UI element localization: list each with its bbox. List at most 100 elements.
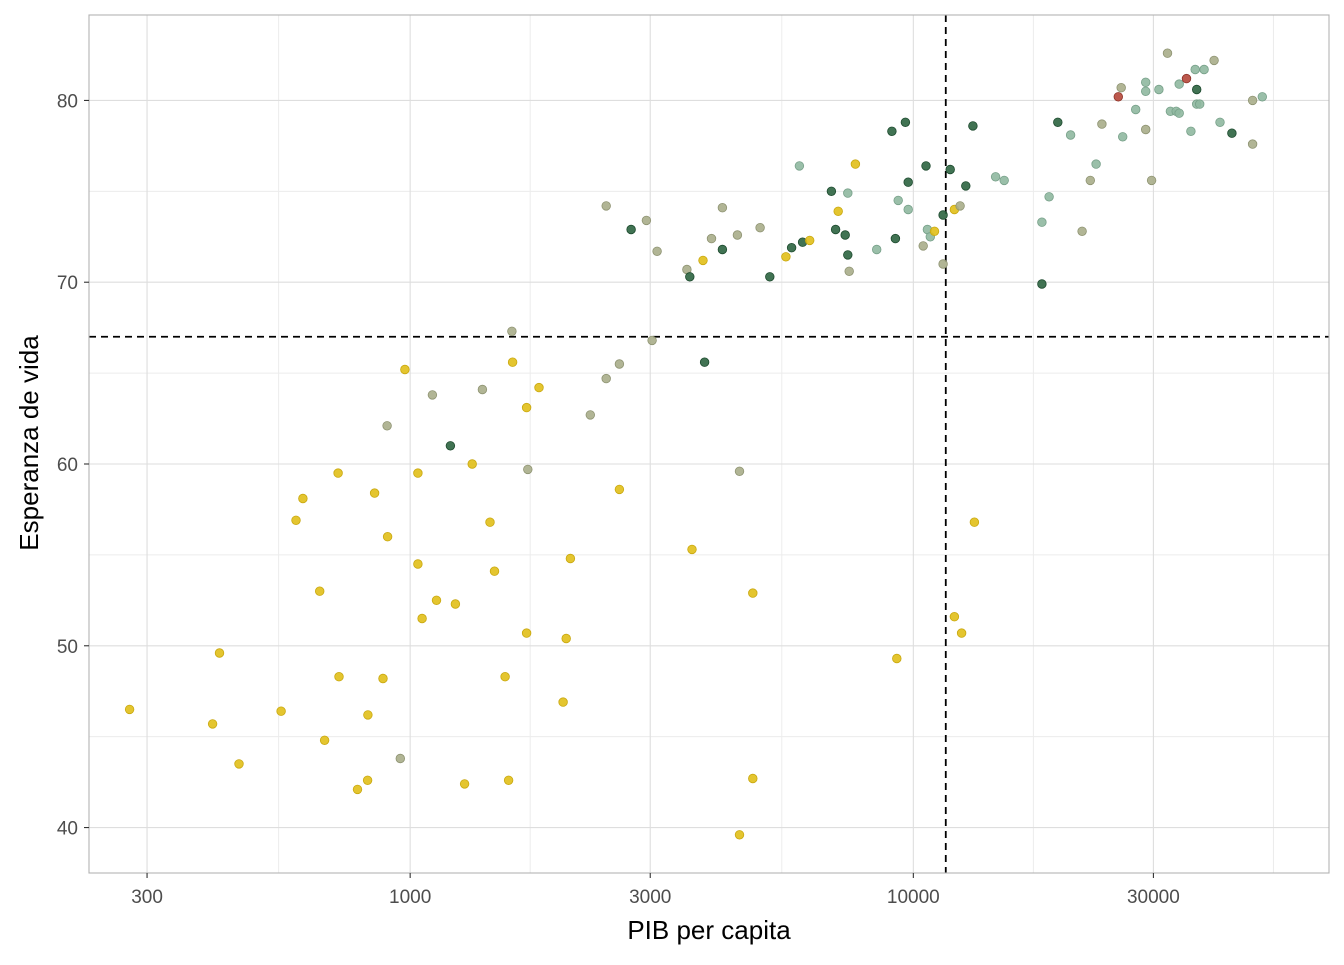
data-point bbox=[833, 206, 843, 217]
data-point bbox=[413, 468, 423, 478]
data-point bbox=[503, 775, 514, 786]
data-point bbox=[507, 326, 517, 337]
data-point bbox=[614, 359, 625, 369]
data-point bbox=[523, 464, 533, 475]
data-point bbox=[647, 335, 657, 346]
data-point bbox=[903, 177, 913, 187]
data-point bbox=[872, 244, 882, 255]
data-point bbox=[1091, 159, 1101, 169]
y-axis-title: Esperanza de vida bbox=[14, 335, 44, 551]
data-point bbox=[1209, 55, 1219, 66]
data-point bbox=[840, 230, 850, 240]
data-point bbox=[890, 233, 901, 244]
data-point bbox=[363, 710, 373, 720]
data-point bbox=[717, 202, 728, 213]
data-point bbox=[207, 719, 218, 729]
data-point bbox=[333, 468, 343, 478]
data-point bbox=[1181, 73, 1192, 84]
data-point bbox=[1085, 175, 1096, 186]
data-point bbox=[805, 235, 815, 246]
data-point bbox=[918, 241, 928, 251]
data-point bbox=[748, 588, 758, 598]
data-point bbox=[459, 779, 470, 789]
data-point bbox=[1215, 117, 1225, 128]
y-tick-label: 80 bbox=[57, 91, 78, 112]
data-point bbox=[1113, 92, 1124, 102]
grid bbox=[89, 15, 1329, 873]
data-point bbox=[1140, 124, 1151, 135]
data-point bbox=[1130, 104, 1141, 115]
x-tick-label: 30000 bbox=[1127, 887, 1180, 908]
data-point bbox=[1247, 95, 1258, 106]
plot-panel-border bbox=[88, 14, 1330, 874]
data-point bbox=[369, 488, 380, 498]
x-tick-label: 10000 bbox=[887, 887, 940, 908]
data-point bbox=[652, 246, 662, 257]
data-point bbox=[961, 181, 971, 191]
x-tick-label: 3000 bbox=[629, 887, 671, 908]
data-point bbox=[521, 628, 532, 638]
data-point bbox=[1186, 126, 1196, 137]
data-point bbox=[427, 390, 438, 400]
data-point bbox=[234, 759, 244, 769]
data-point bbox=[1227, 128, 1237, 138]
data-point bbox=[903, 204, 913, 215]
data-point bbox=[1140, 86, 1151, 97]
data-point bbox=[892, 653, 902, 664]
data-point bbox=[1065, 130, 1076, 140]
data-point bbox=[614, 484, 625, 495]
data-point bbox=[748, 773, 758, 784]
data-point bbox=[500, 672, 510, 682]
data-point bbox=[1257, 92, 1268, 102]
data-point bbox=[999, 175, 1009, 186]
data-point bbox=[1190, 64, 1200, 75]
data-point bbox=[945, 164, 955, 175]
data-point bbox=[507, 357, 518, 367]
data-point bbox=[734, 830, 745, 840]
data-point bbox=[826, 186, 837, 197]
data-point bbox=[786, 242, 797, 253]
data-point bbox=[601, 201, 611, 211]
x-axis-ticks: 300 1000 3000 10000 30000 bbox=[131, 873, 1180, 908]
data-point bbox=[1154, 84, 1164, 95]
data-point bbox=[755, 222, 765, 233]
data-point bbox=[843, 250, 853, 260]
data-point bbox=[382, 532, 393, 542]
data-points bbox=[124, 48, 1268, 840]
y-tick-label: 50 bbox=[57, 637, 78, 658]
data-point bbox=[1174, 79, 1184, 89]
data-point bbox=[893, 195, 903, 206]
data-point bbox=[699, 357, 710, 367]
data-point bbox=[929, 226, 940, 237]
data-point bbox=[334, 672, 344, 682]
data-point bbox=[732, 230, 743, 240]
data-point bbox=[900, 117, 911, 128]
data-point bbox=[938, 259, 948, 269]
data-point bbox=[124, 704, 135, 715]
data-point bbox=[956, 628, 967, 638]
data-point bbox=[214, 648, 225, 658]
data-point bbox=[830, 224, 841, 235]
data-point bbox=[1077, 226, 1087, 237]
data-point bbox=[276, 706, 286, 716]
reference-lines bbox=[89, 15, 1329, 873]
data-point bbox=[1044, 192, 1054, 202]
data-point bbox=[485, 517, 495, 527]
x-tick-label: 300 bbox=[131, 887, 163, 908]
data-point bbox=[534, 382, 544, 393]
data-point bbox=[450, 599, 461, 609]
data-point bbox=[561, 633, 571, 644]
data-point bbox=[298, 493, 308, 504]
data-point bbox=[1037, 217, 1047, 227]
data-point bbox=[626, 224, 636, 235]
x-axis-title: PIB per capita bbox=[627, 915, 791, 945]
data-point bbox=[431, 595, 442, 606]
data-point bbox=[1117, 132, 1128, 142]
data-point bbox=[844, 266, 854, 277]
data-point bbox=[955, 201, 965, 211]
data-point bbox=[489, 566, 500, 576]
data-point bbox=[887, 126, 897, 137]
data-point bbox=[601, 373, 611, 384]
data-point bbox=[352, 784, 363, 795]
y-tick-label: 60 bbox=[57, 455, 78, 476]
